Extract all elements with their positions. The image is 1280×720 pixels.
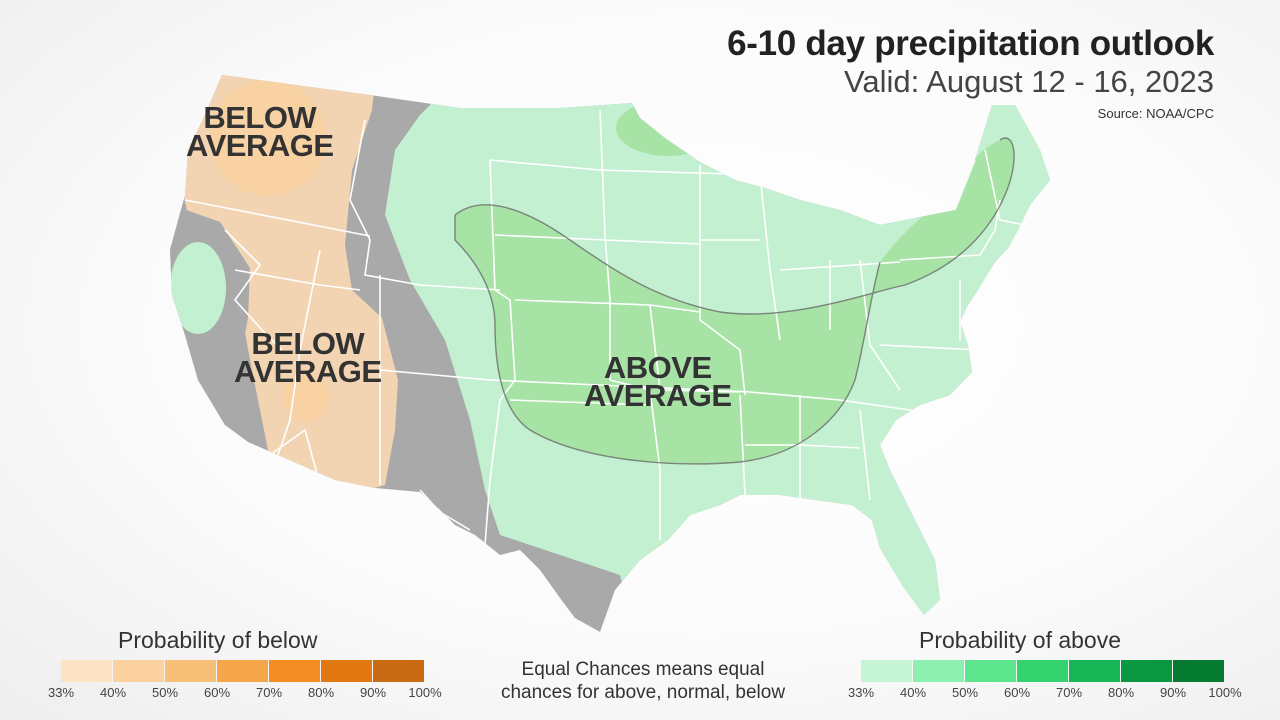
legend-below-tick: 70% bbox=[255, 685, 283, 700]
legend-below-tick: 40% bbox=[99, 685, 127, 700]
legend-above-tick: 90% bbox=[1159, 685, 1187, 700]
legend-above-swatch bbox=[913, 660, 964, 682]
legend-above-swatch bbox=[1121, 660, 1172, 682]
above-33-zone-california bbox=[170, 242, 226, 334]
legend-below-swatch bbox=[321, 660, 372, 682]
legend-below-tick: 50% bbox=[151, 685, 179, 700]
label-below-average-southwest: BELOW AVERAGE bbox=[234, 326, 382, 389]
legend-below-title: Probability of below bbox=[118, 627, 318, 653]
legend-below-swatch bbox=[165, 660, 216, 682]
forecast-contours bbox=[454, 137, 1015, 465]
legend-above-tick: 33% bbox=[847, 685, 875, 700]
legend-below-tick: 33% bbox=[47, 685, 75, 700]
legend-above-tick: 100% bbox=[1208, 685, 1242, 700]
legend-above-swatch bbox=[861, 660, 912, 682]
legend-above-tick: 70% bbox=[1055, 685, 1083, 700]
legend-above-title: Probability of above bbox=[919, 627, 1122, 653]
legend-below-ticks: 33% 40% 50% 60% 70% 80% 90% 100% bbox=[48, 685, 461, 701]
legend-above-swatch bbox=[965, 660, 1016, 682]
legend-below-tick: 90% bbox=[359, 685, 387, 700]
legend-below-swatch bbox=[269, 660, 320, 682]
legend-above-tick: 40% bbox=[899, 685, 927, 700]
legend-below-swatch bbox=[113, 660, 164, 682]
legend-below-swatches bbox=[61, 660, 425, 682]
below-40-zone-nevada bbox=[282, 374, 330, 422]
above-40-zone-central bbox=[455, 138, 1015, 464]
legend-above-tick: 50% bbox=[951, 685, 979, 700]
legend-below-swatch bbox=[217, 660, 268, 682]
legend-above-ticks: 33% 40% 50% 60% 70% 80% 90% 100% bbox=[848, 685, 1261, 701]
legend-above-swatches bbox=[861, 660, 1225, 682]
legend-above-swatch bbox=[1017, 660, 1068, 682]
legend-below-swatch bbox=[61, 660, 112, 682]
legend-below-tick: 100% bbox=[408, 685, 442, 700]
equal-chances-note: Equal Chances means equal chances for abo… bbox=[500, 659, 786, 703]
legend-above-swatch bbox=[1069, 660, 1120, 682]
valid-dates: Valid: August 12 - 16, 2023 bbox=[844, 64, 1214, 99]
label-below-average-northwest: BELOW AVERAGE bbox=[186, 100, 334, 163]
legend-above-tick: 60% bbox=[1003, 685, 1031, 700]
below-40-zone-washington bbox=[210, 80, 326, 196]
legend-below-swatch bbox=[373, 660, 424, 682]
legend-above-tick: 80% bbox=[1107, 685, 1135, 700]
label-above-average-central: ABOVE AVERAGE bbox=[584, 350, 732, 413]
legend-above-swatch bbox=[1173, 660, 1224, 682]
state-borders bbox=[184, 109, 1026, 546]
above-40-zone-lake-superior bbox=[616, 100, 720, 156]
legend-below-tick: 80% bbox=[307, 685, 335, 700]
legend-below-tick: 60% bbox=[203, 685, 231, 700]
page-title: 6-10 day precipitation outlook bbox=[727, 24, 1214, 63]
source-credit: Source: NOAA/CPC bbox=[1097, 106, 1214, 121]
